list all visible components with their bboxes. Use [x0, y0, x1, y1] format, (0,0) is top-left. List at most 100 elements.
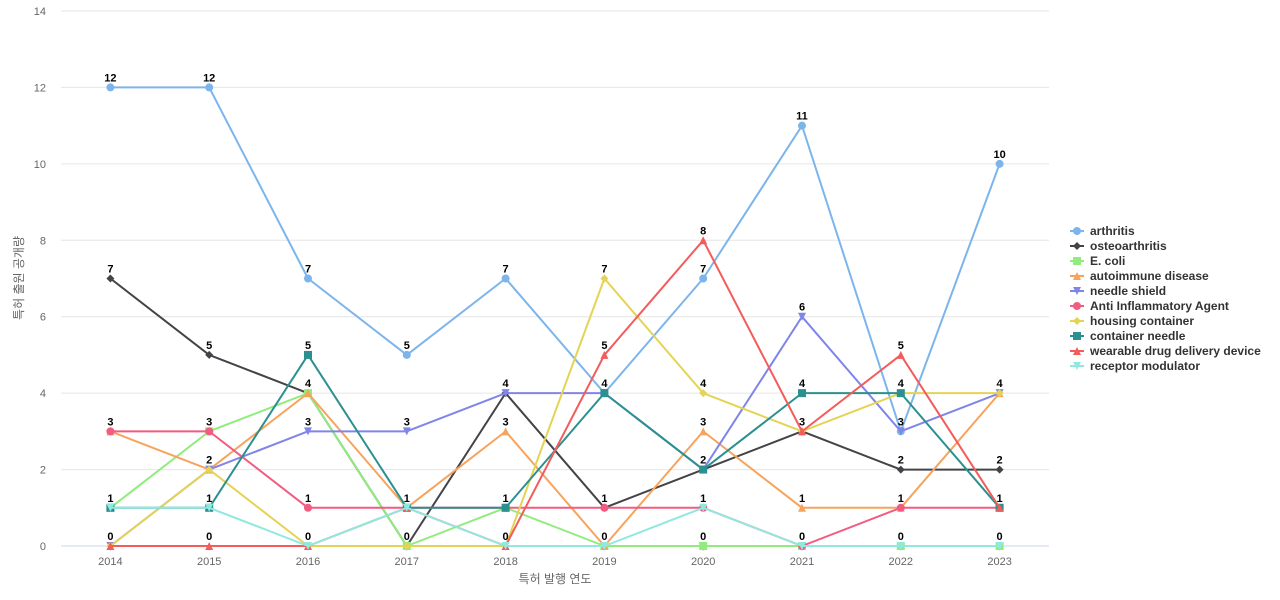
data-point[interactable]	[798, 542, 806, 550]
data-point[interactable]	[798, 389, 806, 398]
data-label: 4	[305, 378, 312, 390]
data-point[interactable]	[304, 542, 312, 550]
data-point[interactable]	[205, 350, 214, 359]
series-line[interactable]	[109, 86, 1001, 433]
data-point[interactable]	[304, 503, 312, 512]
legend-item[interactable]: container needle	[1070, 329, 1186, 343]
data-point[interactable]	[402, 427, 411, 436]
legend-marker	[1073, 257, 1081, 265]
data-point[interactable]	[699, 389, 708, 398]
data-point[interactable]	[106, 542, 115, 550]
data-point[interactable]	[106, 274, 115, 283]
data-point[interactable]	[501, 427, 510, 436]
data-point[interactable]	[304, 389, 312, 398]
data-point[interactable]	[106, 503, 115, 512]
data-point[interactable]	[304, 274, 312, 283]
legend-marker	[1073, 227, 1081, 235]
series-line[interactable]	[109, 506, 1001, 547]
data-point[interactable]	[699, 542, 708, 550]
series-line[interactable]	[109, 430, 1001, 547]
legend-label: needle shield	[1090, 284, 1166, 298]
legend-label: Anti Inflammatory Agent	[1090, 299, 1229, 313]
data-point[interactable]	[699, 427, 708, 436]
data-label: 3	[503, 416, 509, 428]
data-point[interactable]	[205, 83, 214, 92]
data-point[interactable]	[106, 83, 115, 92]
data-point[interactable]	[798, 503, 806, 512]
data-point[interactable]	[402, 350, 411, 359]
series-receptor-modulator	[106, 503, 1004, 550]
legend-item[interactable]: receptor modulator	[1070, 359, 1200, 373]
data-point[interactable]	[205, 465, 214, 474]
data-point[interactable]	[600, 542, 609, 550]
legend-item[interactable]: E. coli	[1070, 254, 1125, 268]
data-point[interactable]	[896, 350, 905, 359]
y-tick-label: 12	[34, 82, 46, 94]
data-label: 1	[404, 493, 410, 505]
data-label: 12	[104, 72, 116, 84]
legend-item[interactable]: osteoarthritis	[1070, 239, 1167, 253]
data-label: 0	[206, 531, 212, 543]
data-label: 5	[305, 340, 311, 352]
data-point[interactable]	[501, 503, 510, 512]
data-point[interactable]	[995, 159, 1004, 168]
data-point[interactable]	[106, 427, 115, 436]
series-line[interactable]	[109, 277, 1001, 547]
data-point[interactable]	[501, 389, 510, 398]
x-tick-label: 2021	[790, 556, 814, 568]
legend-item[interactable]: autoimmune disease	[1070, 269, 1209, 283]
data-point[interactable]	[995, 389, 1004, 398]
legend-marker	[1073, 272, 1081, 280]
data-label: 5	[601, 340, 607, 352]
data-point[interactable]	[600, 274, 609, 283]
data-point[interactable]	[205, 427, 214, 436]
data-point[interactable]	[995, 542, 1004, 550]
data-point[interactable]	[699, 465, 708, 474]
x-tick-label: 2016	[296, 556, 320, 568]
data-point[interactable]	[896, 465, 905, 474]
data-point[interactable]	[304, 350, 312, 359]
data-point[interactable]	[896, 542, 905, 550]
data-point[interactable]	[995, 503, 1004, 512]
data-point[interactable]	[798, 427, 806, 436]
data-point[interactable]	[205, 542, 214, 550]
data-point[interactable]	[699, 236, 708, 245]
data-point[interactable]	[995, 465, 1004, 474]
legend-item[interactable]: wearable drug delivery device	[1070, 344, 1261, 358]
legend-item[interactable]: Anti Inflammatory Agent	[1070, 299, 1229, 313]
data-labels: 1273101253210754310531074310754108743210…	[104, 72, 1005, 543]
data-label: 0	[305, 531, 311, 543]
data-label: 0	[404, 531, 410, 543]
data-label: 0	[700, 531, 706, 543]
data-point[interactable]	[699, 503, 708, 512]
data-point[interactable]	[896, 503, 905, 512]
x-tick-label: 2018	[493, 556, 517, 568]
data-point[interactable]	[600, 350, 609, 359]
data-point[interactable]	[205, 503, 214, 512]
series-line[interactable]	[109, 315, 1001, 547]
data-label: 2	[997, 455, 1003, 467]
data-point[interactable]	[798, 121, 806, 130]
data-point[interactable]	[304, 427, 312, 436]
legend-item[interactable]: housing container	[1070, 314, 1194, 328]
data-label: 11	[796, 111, 808, 123]
legend-item[interactable]: needle shield	[1070, 284, 1166, 298]
data-point[interactable]	[896, 389, 905, 398]
y-tick-label: 0	[40, 541, 46, 553]
data-point[interactable]	[798, 312, 806, 321]
data-point[interactable]	[699, 274, 708, 283]
data-point[interactable]	[402, 542, 411, 550]
data-label: 7	[107, 264, 113, 276]
data-point[interactable]	[600, 503, 609, 512]
x-tick-label: 2014	[98, 556, 122, 568]
series-line[interactable]	[109, 353, 1001, 509]
data-point[interactable]	[501, 274, 510, 283]
legend-item[interactable]: arthritis	[1070, 224, 1135, 238]
series-line[interactable]	[109, 239, 1001, 547]
data-point[interactable]	[600, 389, 609, 398]
data-point[interactable]	[501, 542, 510, 550]
data-label: 0	[107, 531, 113, 543]
data-point[interactable]	[402, 503, 411, 512]
data-point[interactable]	[896, 427, 905, 436]
